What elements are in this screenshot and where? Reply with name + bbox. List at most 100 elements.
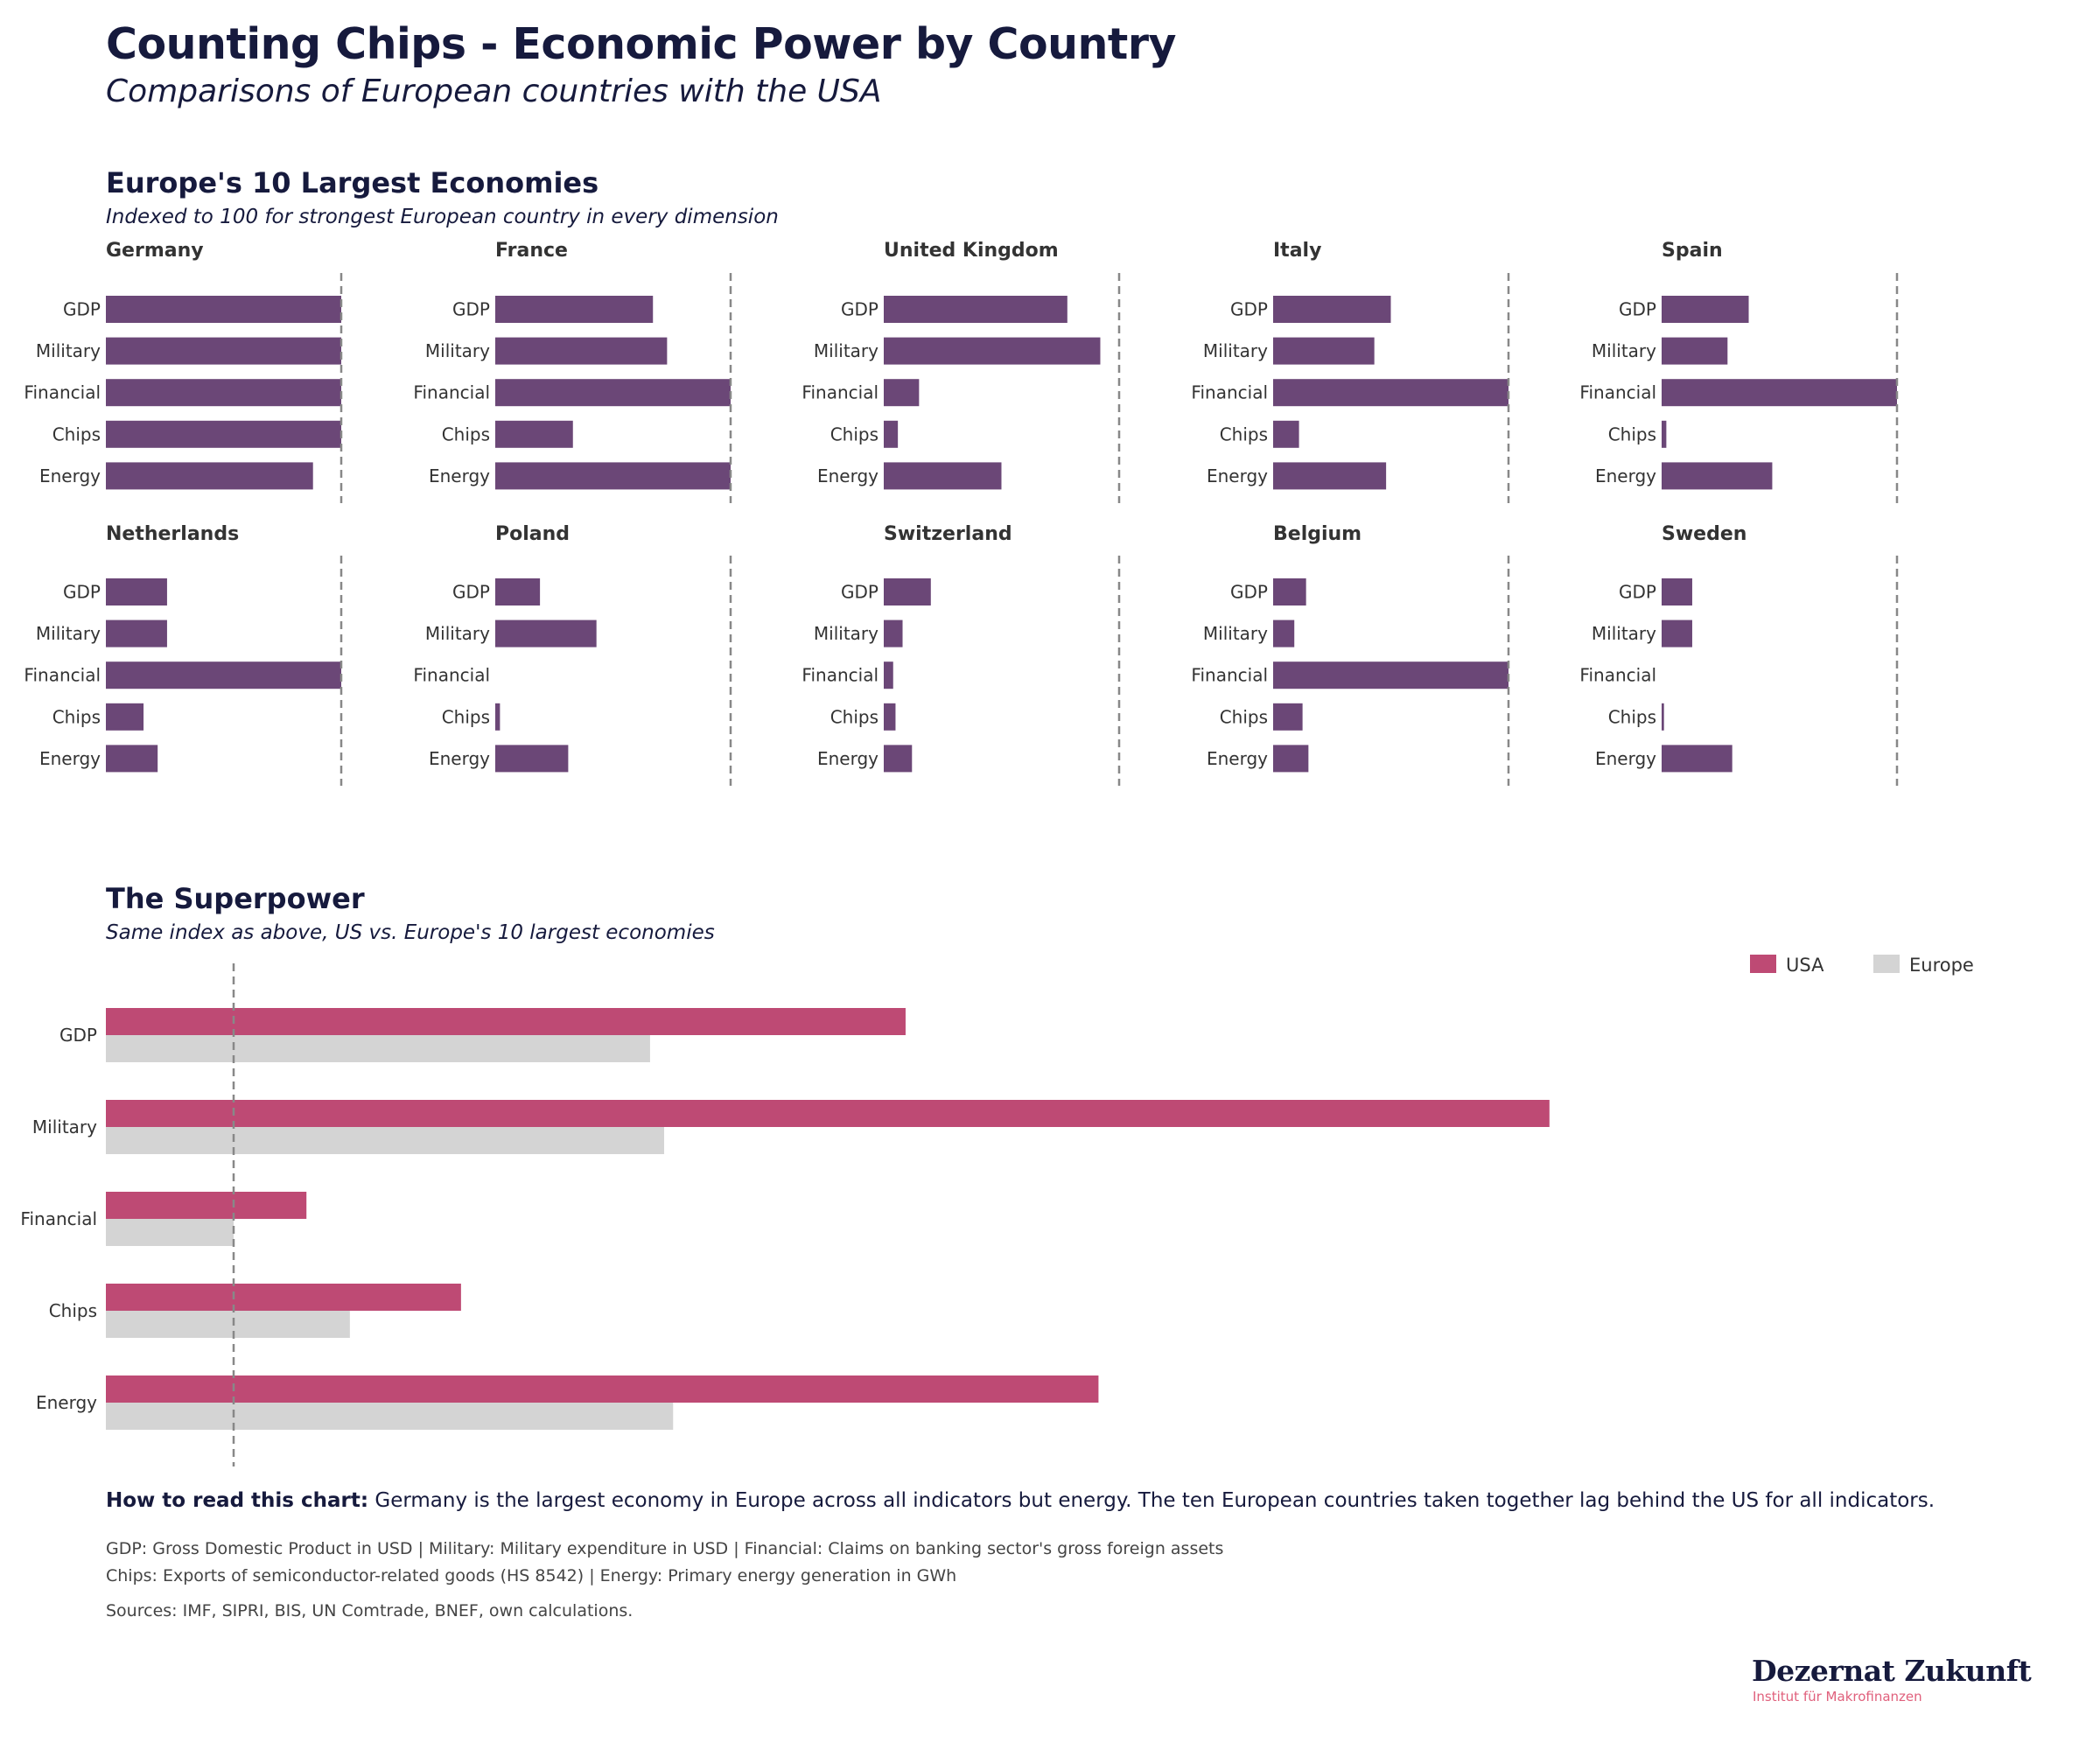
panel-title-netherlands: Netherlands	[106, 523, 239, 545]
axis-label-france-military: Military	[425, 340, 490, 361]
axis-label-poland-energy: Energy	[429, 748, 490, 769]
how-to-read-text: Germany is the largest economy in Europe…	[368, 1489, 1936, 1512]
sources-note: Sources: IMF, SIPRI, BIS, UN Comtrade, B…	[106, 1601, 634, 1620]
bar-spain-military	[1662, 337, 1728, 365]
axis-label-belgium-chips: Chips	[1220, 706, 1268, 727]
panel-title-switzerland: Switzerland	[884, 523, 1012, 545]
superpower-axis-label-military: Military	[32, 1116, 97, 1138]
axis-label-italy-gdp: GDP	[1230, 299, 1268, 320]
legend-swatch-europe	[1873, 955, 1900, 973]
europe-section-subtitle: Indexed to 100 for strongest European co…	[106, 206, 779, 228]
axis-label-belgium-financial: Financial	[1191, 665, 1268, 686]
definitions-line-2: Chips: Exports of semiconductor-related …	[106, 1566, 957, 1586]
axis-label-italy-energy: Energy	[1207, 466, 1268, 486]
how-to-read-label: How to read this chart:	[106, 1489, 369, 1512]
axis-label-poland-gdp: GDP	[452, 582, 490, 603]
bar-poland-gdp	[495, 578, 541, 606]
bar-switzerland-financial	[884, 662, 893, 690]
bar-usa-financial	[106, 1192, 307, 1219]
bar-germany-financial	[106, 379, 341, 407]
panel-title-germany: Germany	[106, 240, 204, 262]
legend-label-europe: Europe	[1909, 955, 1974, 976]
bar-poland-chips	[495, 703, 500, 731]
superpower-axis-label-energy: Energy	[36, 1392, 97, 1413]
axis-label-poland-chips: Chips	[442, 706, 490, 727]
axis-label-switzerland-military: Military	[814, 623, 878, 644]
europe-section-title: Europe's 10 Largest Economies	[106, 166, 599, 200]
bar-belgium-military	[1273, 620, 1295, 648]
bar-germany-energy	[106, 462, 313, 490]
bar-italy-financial	[1273, 379, 1508, 407]
axis-label-belgium-energy: Energy	[1207, 748, 1268, 769]
bar-europe-financial	[106, 1219, 234, 1246]
bar-europe-chips	[106, 1311, 350, 1338]
bar-sweden-military	[1662, 620, 1692, 648]
axis-label-switzerland-financial: Financial	[802, 665, 878, 686]
bar-united-kingdom-military	[884, 337, 1101, 365]
bar-belgium-gdp	[1273, 578, 1306, 606]
bar-europe-military	[106, 1127, 665, 1154]
axis-label-germany-chips: Chips	[52, 424, 101, 444]
bar-italy-gdp	[1273, 296, 1391, 323]
bar-france-military	[495, 337, 668, 365]
bar-belgium-financial	[1273, 662, 1508, 690]
axis-label-italy-chips: Chips	[1220, 424, 1268, 444]
bar-united-kingdom-chips	[884, 420, 899, 448]
superpower-section-subtitle: Same index as above, US vs. Europe's 10 …	[106, 921, 715, 944]
how-to-read-note: How to read this chart: Germany is the l…	[106, 1489, 1935, 1512]
axis-label-netherlands-chips: Chips	[52, 706, 101, 727]
bar-switzerland-gdp	[884, 578, 931, 606]
bar-spain-gdp	[1662, 296, 1749, 323]
axis-label-belgium-gdp: GDP	[1230, 582, 1268, 603]
axis-label-spain-military: Military	[1592, 340, 1656, 361]
panel-title-poland: Poland	[495, 523, 570, 545]
axis-label-france-financial: Financial	[413, 382, 490, 403]
bar-sweden-gdp	[1662, 578, 1692, 606]
bar-united-kingdom-financial	[884, 379, 920, 407]
axis-label-spain-gdp: GDP	[1619, 299, 1656, 320]
axis-label-netherlands-gdp: GDP	[63, 582, 101, 603]
axis-label-netherlands-financial: Financial	[24, 665, 101, 686]
bar-france-energy	[495, 462, 731, 490]
legend-swatch-usa	[1750, 955, 1776, 973]
panel-title-spain: Spain	[1662, 240, 1723, 262]
bar-italy-chips	[1273, 420, 1299, 448]
bar-poland-energy	[495, 745, 569, 773]
bar-poland-military	[495, 620, 597, 648]
axis-label-spain-energy: Energy	[1595, 466, 1656, 486]
axis-label-germany-financial: Financial	[24, 382, 101, 403]
bar-germany-military	[106, 337, 341, 365]
axis-label-france-energy: Energy	[429, 466, 490, 486]
page-subtitle: Comparisons of European countries with t…	[106, 74, 882, 109]
axis-label-united-kingdom-chips: Chips	[830, 424, 878, 444]
superpower-axis-label-gdp: GDP	[60, 1025, 97, 1046]
axis-label-italy-military: Military	[1203, 340, 1268, 361]
bar-belgium-chips	[1273, 703, 1303, 731]
logo-dezernat-zukunft: Dezernat Zukunft	[1752, 1654, 2032, 1688]
axis-label-netherlands-military: Military	[36, 623, 101, 644]
axis-label-germany-military: Military	[36, 340, 101, 361]
bar-usa-chips	[106, 1284, 461, 1311]
bar-united-kingdom-gdp	[884, 296, 1068, 323]
bar-usa-energy	[106, 1376, 1099, 1403]
bar-netherlands-financial	[106, 662, 341, 690]
axis-label-sweden-energy: Energy	[1595, 748, 1656, 769]
panel-title-sweden: Sweden	[1662, 523, 1746, 545]
bar-netherlands-military	[106, 620, 167, 648]
axis-label-united-kingdom-gdp: GDP	[841, 299, 878, 320]
page-title: Counting Chips - Economic Power by Count…	[106, 19, 1176, 69]
bar-switzerland-military	[884, 620, 903, 648]
bar-france-financial	[495, 379, 731, 407]
bar-italy-energy	[1273, 462, 1387, 490]
axis-label-germany-energy: Energy	[39, 466, 101, 486]
bar-spain-financial	[1662, 379, 1897, 407]
definitions-line-1: GDP: Gross Domestic Product in USD | Mil…	[106, 1539, 1224, 1558]
axis-label-switzerland-gdp: GDP	[841, 582, 878, 603]
bar-france-gdp	[495, 296, 654, 323]
logo-tagline: Institut für Makrofinanzen	[1753, 1689, 1922, 1704]
axis-label-italy-financial: Financial	[1191, 382, 1268, 403]
axis-label-switzerland-chips: Chips	[830, 706, 878, 727]
bar-netherlands-chips	[106, 703, 144, 731]
axis-label-france-chips: Chips	[442, 424, 490, 444]
axis-label-sweden-gdp: GDP	[1619, 582, 1656, 603]
